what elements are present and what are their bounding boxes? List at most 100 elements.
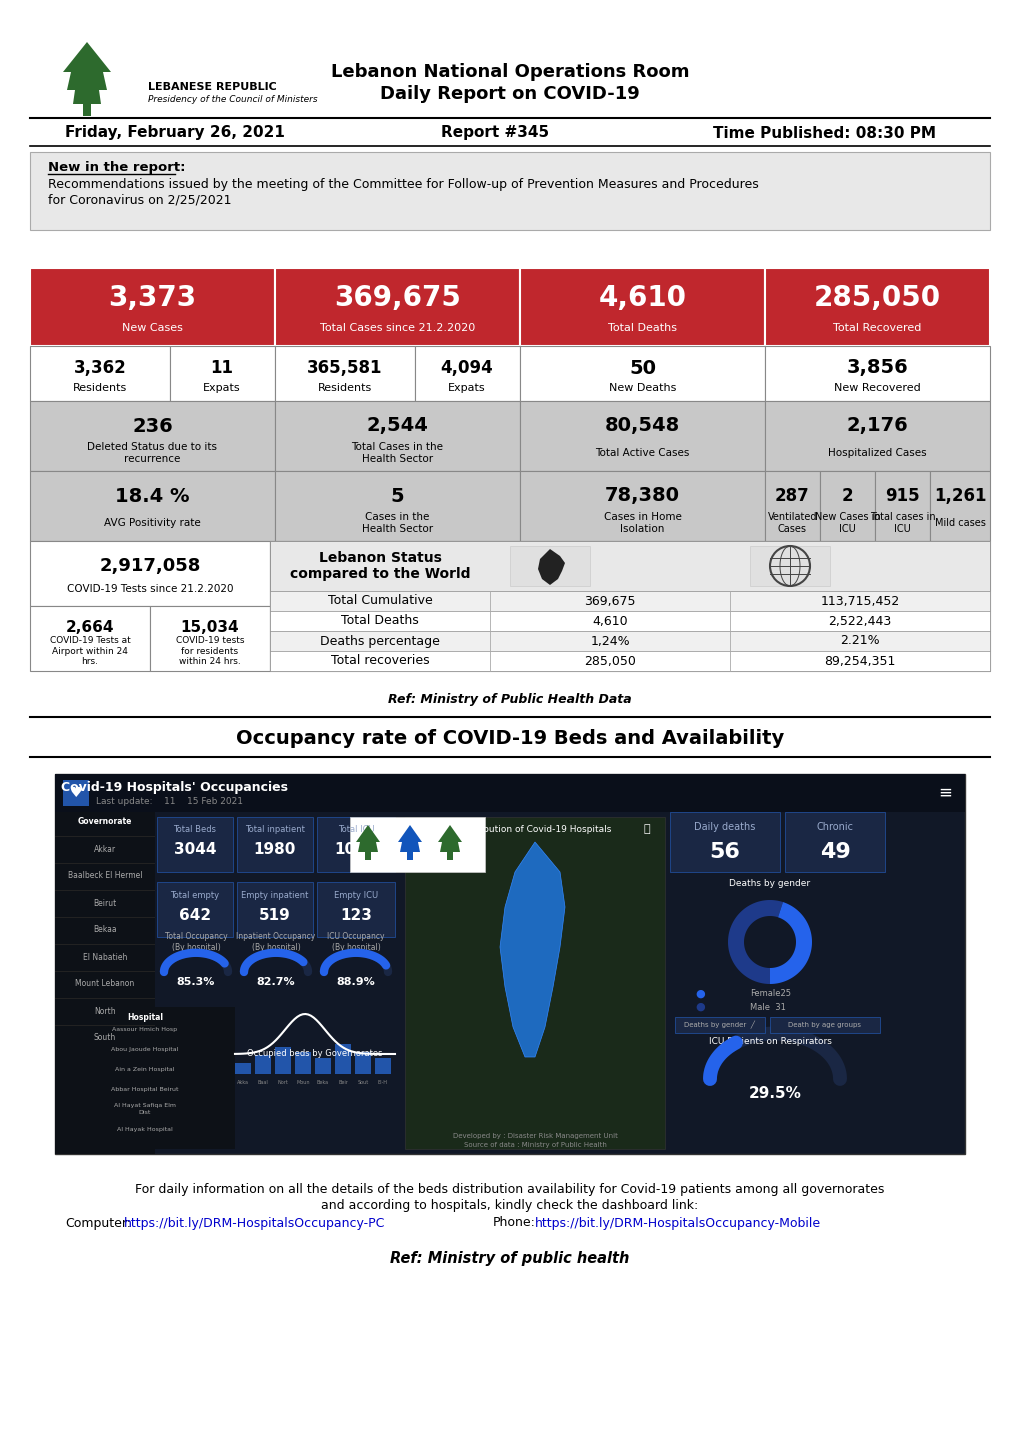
Text: Female25: Female25 <box>749 990 790 999</box>
Text: 80,548: 80,548 <box>604 417 680 436</box>
Text: Occupied beds by Governorates: Occupied beds by Governorates <box>247 1049 382 1059</box>
Text: Lebanon Status
compared to the World: Lebanon Status compared to the World <box>289 551 470 582</box>
Bar <box>30 268 275 346</box>
Text: Ref: Ministry of Public Health Data: Ref: Ministry of Public Health Data <box>388 693 631 706</box>
Text: Baalbeck El Hermel: Baalbeck El Hermel <box>67 872 142 880</box>
Text: 88.9%: 88.9% <box>336 977 375 987</box>
Bar <box>294 1052 311 1074</box>
Polygon shape <box>537 548 565 584</box>
Bar <box>30 152 989 229</box>
Bar <box>30 346 170 401</box>
Text: 2,176: 2,176 <box>846 417 908 436</box>
Text: Total Recovered: Total Recovered <box>833 323 921 333</box>
Text: Cases in the
Health Sector: Cases in the Health Sector <box>362 512 433 534</box>
Bar <box>375 1058 390 1074</box>
Text: For daily information on all the details of the beds distribution availability f: For daily information on all the details… <box>136 1182 883 1195</box>
Bar <box>170 346 275 401</box>
Bar <box>764 268 989 346</box>
Polygon shape <box>728 900 783 984</box>
Text: 15,034: 15,034 <box>180 620 239 635</box>
Text: COVID-19 Tests at
Airport within 24
hrs.: COVID-19 Tests at Airport within 24 hrs. <box>50 636 130 667</box>
Bar <box>407 851 413 860</box>
Bar <box>764 470 819 541</box>
Bar <box>150 606 270 671</box>
Text: 4,094: 4,094 <box>440 359 493 377</box>
Text: 1,261: 1,261 <box>932 486 985 505</box>
Text: South: South <box>94 1033 116 1042</box>
Text: Last update:    11    15 Feb 2021: Last update: 11 15 Feb 2021 <box>97 798 244 807</box>
Bar <box>55 773 964 1154</box>
Text: LEBANESE REPUBLIC: LEBANESE REPUBLIC <box>148 82 276 92</box>
Text: Akkar: Akkar <box>94 844 116 853</box>
Text: Deaths percentage: Deaths percentage <box>320 635 439 648</box>
Text: 29.5%: 29.5% <box>748 1087 801 1101</box>
Text: ♥: ♥ <box>69 786 83 799</box>
Text: Expats: Expats <box>203 382 240 392</box>
Text: Occupancy rate of COVID-19 Beds and Availability: Occupancy rate of COVID-19 Beds and Avai… <box>235 730 784 749</box>
Text: Al Hayat Safiqa Elm
Dist: Al Hayat Safiqa Elm Dist <box>114 1104 176 1114</box>
Text: 285,050: 285,050 <box>813 284 941 312</box>
Bar <box>63 781 89 807</box>
Text: 🔍: 🔍 <box>643 824 650 834</box>
Text: Phone:: Phone: <box>492 1216 535 1229</box>
Text: 236: 236 <box>132 417 172 436</box>
Text: COVID-19 Tests since 21.2.2020: COVID-19 Tests since 21.2.2020 <box>66 584 233 595</box>
Text: Total Deaths: Total Deaths <box>607 323 677 333</box>
Text: Inpatient Occupancy
(By hospital): Inpatient Occupancy (By hospital) <box>236 932 315 952</box>
Text: 642: 642 <box>178 908 211 922</box>
Bar <box>236 817 313 872</box>
Text: 82.7%: 82.7% <box>257 977 296 987</box>
Bar <box>764 346 989 401</box>
Text: Sout: Sout <box>357 1079 368 1085</box>
Bar <box>275 470 520 541</box>
Text: Developed by : Disaster Risk Management Unit: Developed by : Disaster Risk Management … <box>452 1133 616 1139</box>
Text: 3,856: 3,856 <box>846 358 908 378</box>
Bar <box>874 470 929 541</box>
Text: Total Beds: Total Beds <box>173 825 216 834</box>
Text: COVID-19 tests
for residents
within 24 hrs.: COVID-19 tests for residents within 24 h… <box>175 636 244 667</box>
Text: Recommendations issued by the meeting of the Committee for Follow-up of Preventi: Recommendations issued by the meeting of… <box>48 177 758 206</box>
Bar <box>365 851 371 860</box>
Text: Total cases in
ICU: Total cases in ICU <box>869 512 934 534</box>
Bar <box>30 470 275 541</box>
Text: Hospital: Hospital <box>127 1013 163 1022</box>
Bar <box>270 592 989 610</box>
Bar <box>55 1007 234 1149</box>
Text: Nort: Nort <box>277 1079 288 1085</box>
Bar <box>350 817 484 872</box>
Bar <box>315 1058 331 1074</box>
Bar <box>355 1052 371 1074</box>
Text: Total Cases in the
Health Sector: Total Cases in the Health Sector <box>352 442 443 465</box>
Text: 89,254,351: 89,254,351 <box>823 655 895 668</box>
Bar <box>270 651 989 671</box>
Text: Computer:: Computer: <box>65 1216 130 1229</box>
Text: Total inpatient: Total inpatient <box>245 825 305 834</box>
Text: 85.3%: 85.3% <box>176 977 215 987</box>
Text: 287: 287 <box>774 486 809 505</box>
Text: 3,362: 3,362 <box>73 359 126 377</box>
Text: 3044: 3044 <box>173 843 216 857</box>
Bar <box>234 1063 251 1074</box>
Bar <box>55 812 155 1154</box>
Bar <box>520 470 764 541</box>
Bar <box>520 268 764 346</box>
Text: Total Cumulative: Total Cumulative <box>327 595 432 608</box>
Text: Al Hayak Hospital: Al Hayak Hospital <box>117 1127 172 1131</box>
Text: New in the report:: New in the report: <box>48 162 185 175</box>
Text: Aassour Hmich Hosp: Aassour Hmich Hosp <box>112 1026 177 1032</box>
Bar <box>270 610 989 631</box>
Bar <box>275 346 415 401</box>
Text: 2,917,058: 2,917,058 <box>99 557 201 574</box>
Text: 4,610: 4,610 <box>598 284 686 312</box>
Bar <box>785 812 884 872</box>
Text: 3,373: 3,373 <box>108 284 197 312</box>
Text: Lebanon National Operations Room: Lebanon National Operations Room <box>330 63 689 81</box>
Polygon shape <box>437 825 462 851</box>
Text: 285,050: 285,050 <box>584 655 635 668</box>
Text: AVG Positivity rate: AVG Positivity rate <box>104 518 201 528</box>
Bar <box>30 606 150 671</box>
Bar <box>819 470 874 541</box>
Text: Beka: Beka <box>317 1079 329 1085</box>
Text: ICU Occupancy
(By hospital): ICU Occupancy (By hospital) <box>327 932 384 952</box>
Text: Ain a Zein Hospital: Ain a Zein Hospital <box>115 1066 174 1072</box>
